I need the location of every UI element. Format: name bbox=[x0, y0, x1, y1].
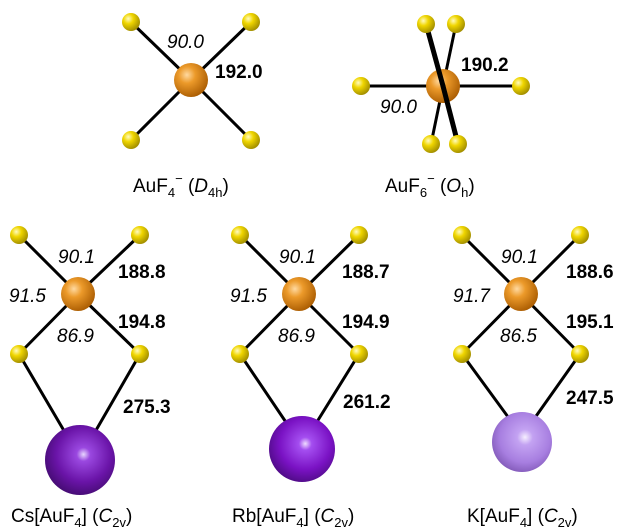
potassium-atom bbox=[492, 412, 552, 472]
molecule-aufour: 90.0 192.0 AuF4− (D4h) bbox=[122, 13, 263, 200]
bond-angle-label: 91.7 bbox=[453, 286, 491, 307]
fluorine-atom bbox=[131, 345, 149, 363]
molecule-aufsix: 190.2 90.0 AuF6− (Oh) bbox=[352, 15, 530, 200]
gold-atom bbox=[282, 277, 316, 311]
bond-angle-label: 91.5 bbox=[9, 286, 46, 307]
fluorine-atom bbox=[571, 226, 589, 244]
bond-length-label: 247.5 bbox=[566, 388, 614, 409]
bond-length-label: 261.2 bbox=[343, 392, 391, 413]
molecule-caption: AuF4− (D4h) bbox=[133, 171, 229, 200]
bond-length-label: 188.8 bbox=[118, 262, 166, 283]
molecule-cs-aufour: 90.1 188.8 91.5 194.8 86.9 275.3 Cs[AuF4… bbox=[9, 226, 171, 529]
bond-length-label: 194.9 bbox=[342, 312, 390, 333]
molecule-rb-aufour: 90.1 188.7 91.5 194.9 86.9 261.2 Rb[AuF4… bbox=[230, 226, 391, 529]
bond-angle-label: 90.1 bbox=[58, 247, 95, 268]
fluorine-atom bbox=[122, 131, 140, 149]
bond-length-label: 275.3 bbox=[123, 397, 171, 418]
cesium-atom bbox=[45, 425, 115, 495]
fluorine-atom bbox=[417, 15, 435, 33]
bond-length-label: 188.6 bbox=[566, 262, 614, 283]
bond-length-label: 188.7 bbox=[342, 262, 390, 283]
bond-length-label: 190.2 bbox=[461, 55, 509, 76]
bond-angle-label: 86.9 bbox=[57, 326, 94, 347]
bond-length-label: 192.0 bbox=[215, 62, 263, 83]
gold-atom bbox=[61, 277, 95, 311]
fluorine-atom bbox=[242, 13, 260, 31]
molecule-k-aufour: 90.1 188.6 91.7 195.1 86.5 247.5 K[AuF4]… bbox=[453, 226, 614, 529]
fluorine-atom bbox=[422, 135, 440, 153]
molecule-caption: K[AuF4] (C2v) bbox=[467, 506, 578, 529]
fluorine-atom bbox=[131, 226, 149, 244]
gold-atom bbox=[504, 277, 538, 311]
fluorine-atom bbox=[350, 226, 368, 244]
fluorine-atom bbox=[447, 15, 465, 33]
fluorine-atom bbox=[231, 226, 249, 244]
fluorine-atom bbox=[453, 345, 471, 363]
fluorine-atom bbox=[122, 13, 140, 31]
fluorine-atom bbox=[350, 345, 368, 363]
rubidium-atom bbox=[269, 416, 335, 482]
molecule-caption: AuF6− (Oh) bbox=[385, 171, 475, 200]
molecule-caption: Cs[AuF4] (C2v) bbox=[11, 506, 132, 529]
bond-angle-label: 90.0 bbox=[380, 97, 417, 118]
fluorine-atom bbox=[512, 77, 530, 95]
bond-angle-label: 91.5 bbox=[230, 286, 267, 307]
fluorine-atom bbox=[10, 226, 28, 244]
bond bbox=[440, 83, 461, 147]
molecule-caption: Rb[AuF4] (C2v) bbox=[232, 506, 354, 529]
bond-angle-label: 90.1 bbox=[279, 247, 316, 268]
fluorine-atom bbox=[571, 345, 589, 363]
fluorine-atom bbox=[453, 226, 471, 244]
bond-angle-label: 90.0 bbox=[167, 32, 204, 53]
bond-length-label: 195.1 bbox=[566, 312, 614, 333]
bond bbox=[423, 21, 446, 89]
bond-angle-label: 86.5 bbox=[500, 326, 537, 347]
bond-angle-label: 90.1 bbox=[501, 247, 538, 268]
gold-atom bbox=[174, 63, 208, 97]
fluorine-atom bbox=[10, 345, 28, 363]
fluorine-atom bbox=[352, 77, 370, 95]
bond-length-label: 194.8 bbox=[118, 312, 166, 333]
fluorine-atom bbox=[231, 345, 249, 363]
fluorine-atom bbox=[242, 131, 260, 149]
bond-angle-label: 86.9 bbox=[278, 326, 315, 347]
fluorine-atom bbox=[449, 135, 467, 153]
